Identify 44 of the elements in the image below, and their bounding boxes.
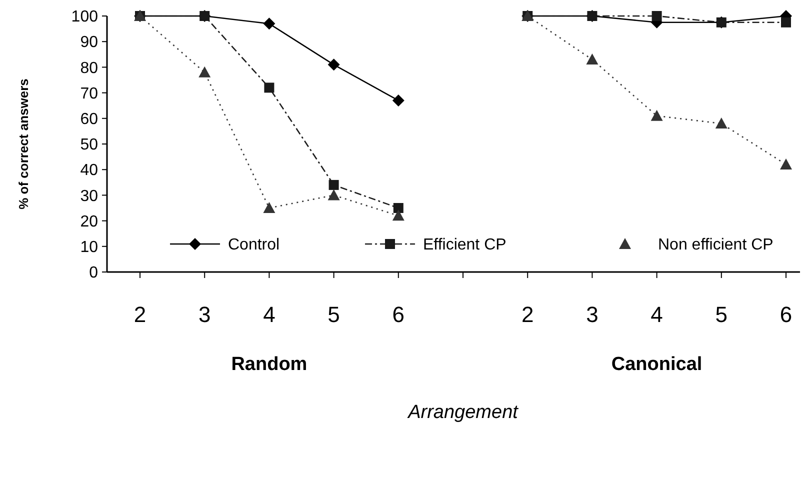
x-tick-label: 3 (586, 302, 598, 327)
y-axis-title: % of correct answers (16, 78, 31, 210)
y-tick-label: 30 (80, 188, 98, 205)
point (392, 210, 404, 221)
y-tick-label: 40 (80, 162, 98, 180)
point (586, 54, 598, 65)
point (328, 58, 340, 71)
point (715, 118, 728, 129)
y-tick-label: 10 (80, 239, 98, 256)
point (393, 203, 404, 213)
point (263, 202, 276, 213)
y-tick-label: 90 (80, 34, 98, 52)
text: Random (231, 354, 308, 375)
point (652, 11, 662, 21)
x-tick-label: 2 (521, 302, 534, 327)
x-tick-label: 4 (263, 302, 276, 327)
point (781, 17, 791, 28)
y-tick-label: 0 (89, 264, 98, 282)
x-axis-title: Arrangement (407, 402, 519, 423)
legend-label: Non efficient CP (658, 236, 774, 254)
y-tick-label: 60 (80, 111, 98, 128)
point (328, 180, 339, 190)
y-tick-label: 70 (80, 85, 98, 102)
x-tick-label: 5 (328, 302, 340, 327)
x-tick-label: 3 (198, 302, 211, 327)
y-tick-label: 80 (80, 60, 98, 77)
point (780, 158, 792, 170)
legend-label: Control (228, 236, 280, 254)
point (328, 189, 340, 200)
point (264, 82, 274, 93)
y-tick-label: 50 (80, 136, 98, 154)
x-tick-label: 4 (650, 302, 663, 327)
x-tick-label: 5 (715, 302, 728, 327)
x-tick-label: 2 (134, 302, 146, 327)
text: Canonical (611, 354, 702, 375)
point (198, 66, 211, 78)
x-tick-label: 6 (780, 302, 792, 327)
y-tick-label: 20 (80, 213, 98, 230)
legend-label: Efficient CP (423, 236, 506, 254)
point (263, 18, 276, 30)
x-tick-label: 6 (392, 302, 405, 327)
y-tick-label: 100 (71, 8, 98, 26)
point (392, 94, 404, 106)
point (650, 110, 663, 121)
